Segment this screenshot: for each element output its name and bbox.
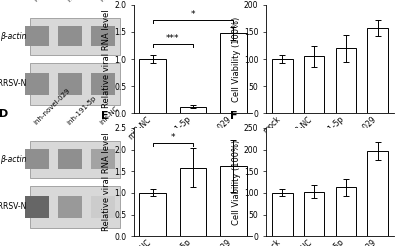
Y-axis label: Relative viral RNA level: Relative viral RNA level (102, 10, 112, 108)
Bar (336, 187, 356, 236)
Bar (220, 33, 247, 113)
Bar (25, 73, 49, 95)
Bar (91, 26, 115, 46)
Bar (30, 18, 120, 55)
Text: miR-novel-029: miR-novel-029 (33, 0, 73, 3)
Text: F: F (230, 111, 238, 122)
Text: β-actin: β-actin (0, 32, 26, 41)
Bar (58, 149, 82, 169)
Bar (30, 186, 120, 228)
Bar (58, 73, 82, 95)
Bar (180, 168, 206, 236)
Bar (58, 196, 82, 218)
Y-axis label: Cell Viability (100%): Cell Viability (100%) (232, 16, 241, 102)
Text: inh-novel-029: inh-novel-029 (33, 87, 71, 126)
Bar (180, 107, 206, 113)
Bar (91, 196, 115, 218)
Bar (30, 63, 120, 105)
Text: miR-191-5p: miR-191-5p (66, 0, 99, 3)
Bar (304, 56, 324, 113)
Bar (139, 59, 166, 113)
Bar (91, 73, 115, 95)
Bar (91, 149, 115, 169)
Bar (368, 151, 388, 236)
Text: *: * (191, 10, 195, 19)
Bar (139, 193, 166, 236)
Bar (58, 26, 82, 46)
Bar (368, 28, 388, 113)
Text: inh-191-5p: inh-191-5p (66, 94, 97, 126)
Text: PRRSV-N: PRRSV-N (0, 79, 26, 88)
Text: miR-NC: miR-NC (99, 0, 121, 3)
Bar (25, 196, 49, 218)
Text: ***: *** (166, 34, 180, 43)
Bar (304, 192, 324, 236)
Text: PRRSV-N: PRRSV-N (0, 202, 26, 211)
Text: E: E (101, 111, 108, 122)
Bar (272, 193, 292, 236)
Y-axis label: Cell Viability (100%): Cell Viability (100%) (232, 139, 241, 225)
Bar (220, 166, 247, 236)
Bar (336, 48, 356, 113)
Bar (25, 26, 49, 46)
Bar (272, 59, 292, 113)
Bar (25, 149, 49, 169)
Bar (30, 141, 120, 178)
Text: inh-NC: inh-NC (99, 105, 120, 126)
Text: β-actin: β-actin (0, 155, 26, 164)
Y-axis label: Relative viral RNA level: Relative viral RNA level (102, 133, 112, 231)
Text: D: D (0, 109, 8, 119)
Text: *: * (170, 133, 175, 142)
